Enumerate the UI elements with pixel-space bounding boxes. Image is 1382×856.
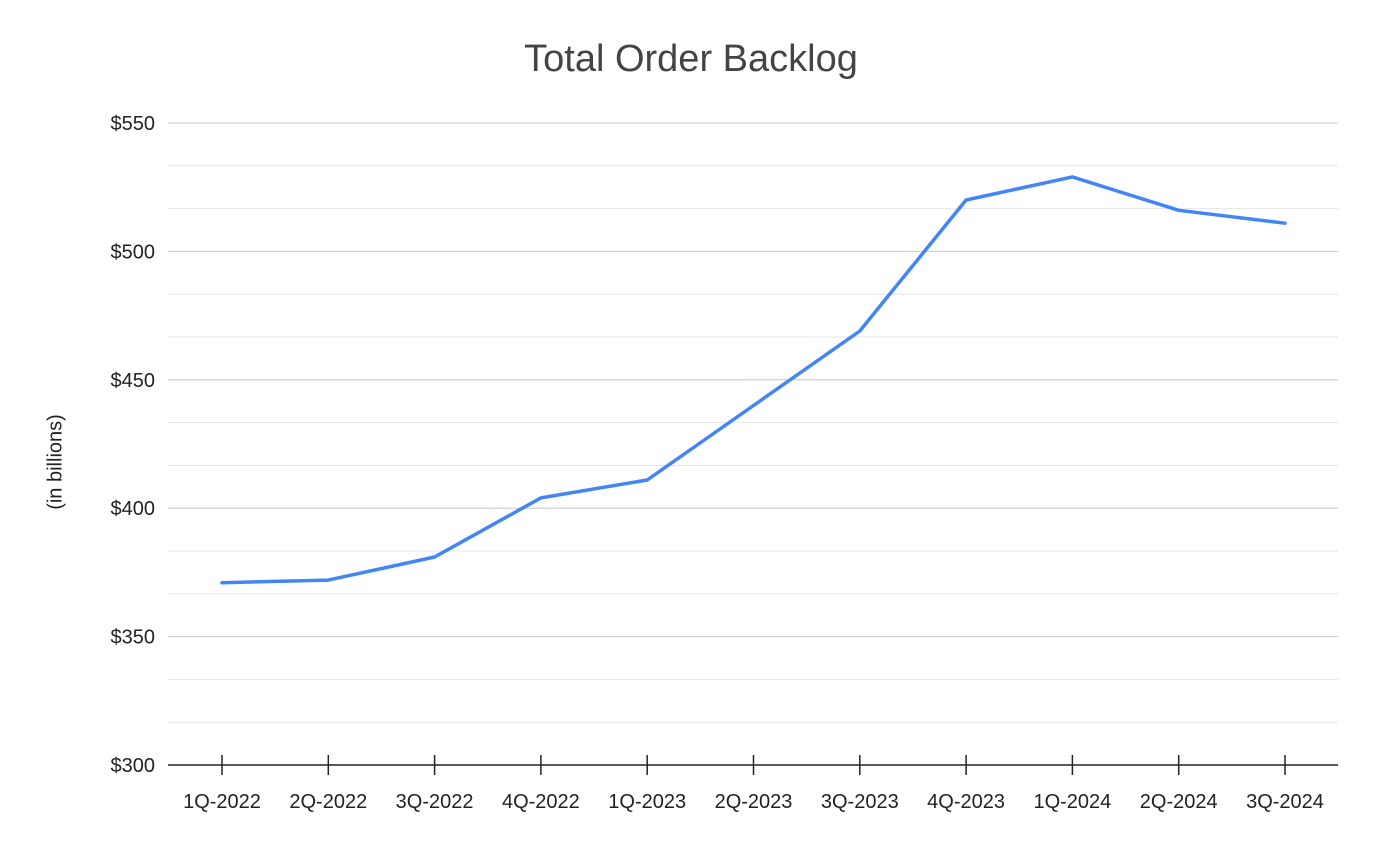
- y-tick-label: $500: [111, 241, 156, 263]
- x-tick-label: 1Q-2023: [608, 791, 686, 813]
- x-tick-label: 4Q-2023: [927, 791, 1005, 813]
- y-tick-label: $550: [111, 113, 156, 135]
- chart-title: Total Order Backlog: [524, 38, 858, 80]
- series-line: [220, 175, 1287, 585]
- x-tick-label: 3Q-2022: [396, 791, 474, 813]
- x-tick-label: 2Q-2023: [715, 791, 793, 813]
- x-tick-label: 2Q-2024: [1140, 791, 1218, 813]
- y-tick-label: $350: [111, 627, 156, 649]
- y-tick-label: $300: [111, 755, 156, 777]
- x-tick-label: 1Q-2022: [183, 791, 261, 813]
- x-tick-label: 2Q-2022: [289, 791, 367, 813]
- y-tick-label: $400: [111, 498, 156, 520]
- x-tick-label: 3Q-2024: [1246, 791, 1324, 813]
- x-tick-label: 4Q-2022: [502, 791, 580, 813]
- x-tick-label: 3Q-2023: [821, 791, 899, 813]
- y-tick-label: $450: [111, 370, 156, 392]
- x-tick-label: 1Q-2024: [1033, 791, 1111, 813]
